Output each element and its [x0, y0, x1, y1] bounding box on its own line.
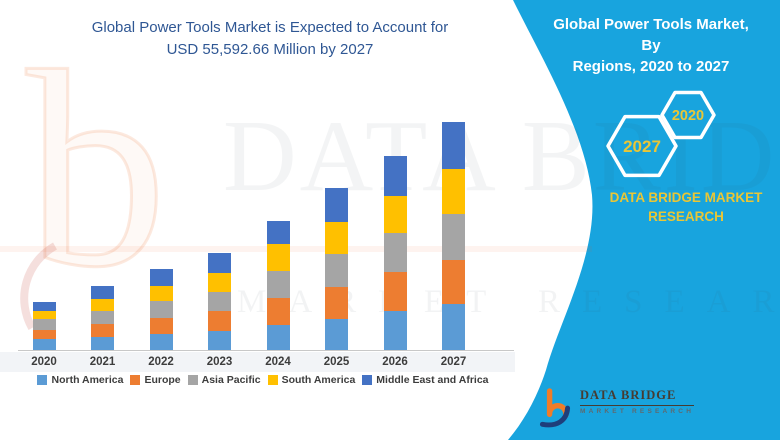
x-axis-label: 2024: [265, 356, 291, 368]
bar-segment-2022-north-america: [149, 333, 173, 350]
bar-segment-2027-north-america: [442, 304, 465, 350]
bar-segment-2023-middle-east-and-africa: [208, 253, 231, 273]
bar-segment-2020-south-america: [32, 311, 56, 320]
legend-swatch: [362, 375, 373, 385]
bar-segment-2023-europe: [208, 311, 231, 331]
bar-segment-2024-asia-pacific: [266, 271, 290, 299]
bar-segment-2021-south-america: [91, 299, 114, 312]
bar-2020: [32, 302, 56, 350]
chart-title-line1: Global Power Tools Market is Expected to…: [91, 19, 449, 36]
legend-item: Asia Pacific: [187, 374, 261, 386]
bar-segment-2021-europe: [91, 324, 114, 338]
hexagon-2020-icon: [660, 90, 716, 140]
legend-item: Europe: [130, 374, 181, 386]
brand-wordmark-line1: DATA BRIDGE MARKET: [609, 190, 763, 205]
bar-segment-2022-south-america: [149, 285, 173, 302]
x-axis-label: 2027: [440, 356, 467, 368]
x-axis-line: [18, 350, 514, 351]
hexagon-2027-label: 2027: [623, 137, 661, 156]
bar-segment-2021-north-america: [91, 337, 114, 350]
bar-segment-2025-north-america: [325, 319, 348, 350]
bar-segment-2026-north-america: [383, 311, 407, 350]
bar-segment-2020-asia-pacific: [32, 319, 56, 330]
bar-2024: [266, 220, 290, 350]
bar-segment-2027-south-america: [442, 168, 465, 214]
legend-item: South America: [267, 374, 356, 386]
panel-title-line2: Regions, 2020 to 2027: [572, 58, 730, 75]
brand-wordmark-line2: RESEARCH: [648, 209, 724, 224]
x-axis-label: 2020: [31, 356, 57, 368]
bar-segment-2025-asia-pacific: [325, 254, 348, 288]
bar-segment-2021-middle-east-and-africa: [91, 286, 114, 300]
bar-segment-2025-europe: [325, 287, 348, 320]
bar-2027: [442, 122, 465, 350]
bar-2021: [91, 286, 114, 350]
legend-item: North America: [37, 374, 123, 386]
bar-segment-2023-asia-pacific: [208, 291, 231, 312]
logo-subtitle: MARKET RESEARCH: [580, 408, 695, 415]
bar-segment-2026-south-america: [383, 195, 407, 234]
bar-segment-2022-europe: [149, 317, 173, 334]
x-axis-label: 2023: [206, 356, 233, 368]
x-axis-label: 2026: [382, 356, 408, 368]
bar-segment-2025-middle-east-and-africa: [325, 188, 348, 223]
hexagons-graphic: 2027 2020: [606, 90, 716, 178]
legend-item: Middle East and Africa: [362, 374, 489, 386]
legend-label: Europe: [144, 374, 181, 386]
bar-2023: [208, 253, 231, 350]
legend-label: North America: [51, 374, 124, 386]
bar-segment-2022-asia-pacific: [149, 301, 173, 318]
bar-2022: [149, 269, 173, 350]
bar-segment-2026-middle-east-and-africa: [383, 155, 407, 196]
bar-segment-2027-middle-east-and-africa: [442, 122, 465, 169]
bar-segment-2020-middle-east-and-africa: [32, 302, 56, 312]
hexagon-2020-label: 2020: [672, 108, 704, 124]
data-bridge-logo-icon: [539, 388, 571, 428]
bar-segment-2020-europe: [32, 329, 56, 340]
bar-segment-2023-north-america: [208, 330, 231, 350]
chart-title-line2: USD 55,592.66 Million by 2027: [166, 41, 374, 58]
brand-wordmark: DATA BRIDGE MARKET RESEARCH: [600, 188, 772, 226]
legend-swatch: [267, 375, 278, 385]
data-bridge-logo: DATA BRIDGE MARKET RESEARCH: [537, 388, 695, 430]
legend-label: Asia Pacific: [201, 374, 261, 386]
chart-title: Global Power Tools Market is Expected to…: [45, 17, 495, 61]
bar-segment-2024-north-america: [266, 325, 290, 350]
bar-segment-2024-europe: [266, 298, 290, 326]
bar-segment-2021-asia-pacific: [91, 311, 114, 325]
legend-label: Middle East and Africa: [376, 374, 489, 386]
x-axis-label: 2021: [89, 356, 116, 368]
bar-segment-2020-north-america: [32, 339, 56, 350]
x-axis-label: 2022: [148, 356, 174, 368]
bar-segment-2024-middle-east-and-africa: [266, 220, 290, 245]
bar-2026: [383, 155, 407, 350]
bar-segment-2027-asia-pacific: [442, 213, 465, 261]
bar-2025: [325, 188, 348, 350]
logo-text: DATA BRIDGE MARKET RESEARCH: [580, 388, 695, 415]
logo-name: DATA BRIDGE: [580, 388, 695, 406]
bar-segment-2026-europe: [383, 272, 407, 312]
bar-segment-2027-europe: [442, 260, 465, 305]
x-axis-label: 2025: [323, 356, 350, 368]
chart-legend: North America Europe Asia Pacific South Ame…: [8, 374, 518, 386]
legend-label: South America: [281, 374, 356, 386]
bar-segment-2023-south-america: [208, 272, 231, 292]
bar-segment-2024-south-america: [266, 244, 290, 272]
bar-segment-2025-south-america: [325, 222, 348, 255]
bar-segment-2022-middle-east-and-africa: [149, 269, 173, 286]
hexagon-2027-icon: [606, 114, 678, 178]
legend-swatch: [130, 375, 141, 385]
panel-title-line1: Global Power Tools Market, By: [553, 16, 749, 54]
legend-swatch: [187, 375, 198, 385]
bar-segment-2026-asia-pacific: [383, 233, 407, 273]
panel-title: Global Power Tools Market, By Regions, 2…: [545, 14, 757, 77]
legend-swatch: [37, 375, 48, 385]
